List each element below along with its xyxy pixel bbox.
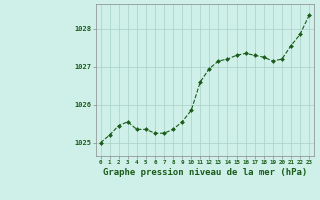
X-axis label: Graphe pression niveau de la mer (hPa): Graphe pression niveau de la mer (hPa) (103, 168, 307, 177)
